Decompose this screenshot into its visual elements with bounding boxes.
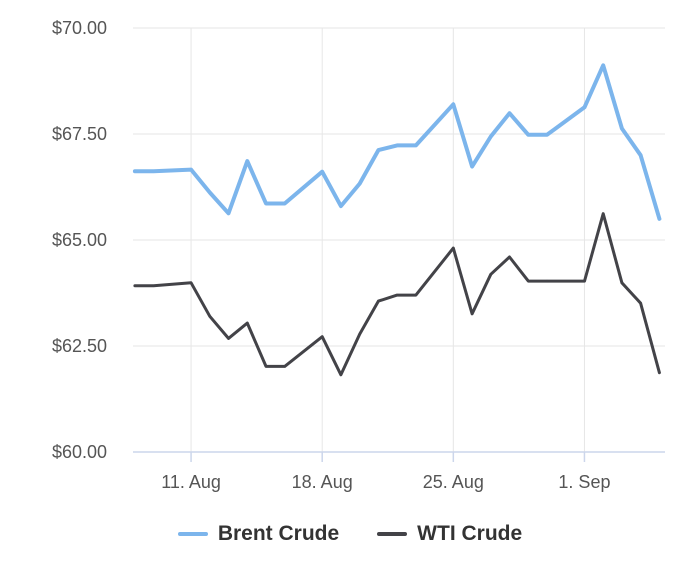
y-tick-label: $60.00 xyxy=(52,442,107,462)
line-chart: $70.00 $67.50 $65.00 $62.50 $60.00 11. Aug 18.… xyxy=(52,18,665,492)
legend-item-brent[interactable]: Brent Crude xyxy=(177,522,340,546)
legend-swatch-wti xyxy=(377,532,408,536)
legend-item-wti[interactable]: WTI Crude xyxy=(377,522,522,546)
data-point[interactable] xyxy=(527,279,530,283)
data-point[interactable] xyxy=(602,64,605,67)
data-point[interactable] xyxy=(227,212,230,215)
data-point[interactable] xyxy=(583,279,586,283)
data-point[interactable] xyxy=(508,255,511,259)
data-point[interactable] xyxy=(283,365,286,368)
data-point[interactable] xyxy=(264,202,268,205)
y-tick-label: $62.50 xyxy=(52,336,107,356)
legend-label-brent: Brent Crude xyxy=(217,522,340,545)
data-point[interactable] xyxy=(321,335,324,338)
data-point[interactable] xyxy=(152,284,155,287)
data-point[interactable] xyxy=(208,315,211,318)
data-point[interactable] xyxy=(395,293,399,297)
data-point[interactable] xyxy=(283,202,286,205)
data-point[interactable] xyxy=(133,170,137,173)
series-line-brent-crude[interactable] xyxy=(132,63,662,221)
y-tick-label: $67.50 xyxy=(52,124,107,144)
data-point[interactable] xyxy=(508,112,511,115)
x-tick-label: 18. Aug xyxy=(292,472,353,492)
data-point[interactable] xyxy=(208,191,211,194)
data-point[interactable] xyxy=(264,365,268,368)
x-tick-label: 1. Sep xyxy=(558,472,610,492)
data-point[interactable] xyxy=(527,133,530,136)
data-point[interactable] xyxy=(246,321,249,325)
series-layer xyxy=(132,63,662,377)
data-point[interactable] xyxy=(339,373,343,376)
data-point[interactable] xyxy=(227,337,230,340)
data-point[interactable] xyxy=(545,279,549,283)
data-point[interactable] xyxy=(470,312,474,315)
data-point[interactable] xyxy=(489,135,492,138)
data-point[interactable] xyxy=(452,103,455,106)
data-point[interactable] xyxy=(602,212,605,215)
data-point[interactable] xyxy=(639,154,642,157)
legend-label-wti: WTI Crude xyxy=(417,522,523,545)
data-point[interactable] xyxy=(620,281,624,284)
data-point[interactable] xyxy=(583,106,586,109)
data-point[interactable] xyxy=(358,332,361,336)
data-point[interactable] xyxy=(246,159,249,163)
data-point[interactable] xyxy=(133,284,137,287)
x-tick-label: 25. Aug xyxy=(423,472,484,492)
x-tick-label: 11. Aug xyxy=(161,472,221,492)
data-point[interactable] xyxy=(358,182,361,185)
y-tick-label: $70.00 xyxy=(52,18,107,38)
data-point[interactable] xyxy=(152,170,155,173)
data-point[interactable] xyxy=(658,217,661,220)
data-point[interactable] xyxy=(414,144,418,147)
data-point[interactable] xyxy=(395,144,399,147)
data-point[interactable] xyxy=(377,148,380,152)
data-point[interactable] xyxy=(189,281,193,284)
y-tick-label: $65.00 xyxy=(52,230,107,250)
data-point[interactable] xyxy=(339,204,343,208)
data-point[interactable] xyxy=(414,293,418,297)
data-point[interactable] xyxy=(620,127,624,130)
chart-legend: Brent Crude WTI Crude xyxy=(0,522,700,546)
data-point[interactable] xyxy=(377,299,380,303)
data-point[interactable] xyxy=(489,273,492,276)
grid-layer xyxy=(133,27,665,452)
data-point[interactable] xyxy=(470,165,474,168)
data-point[interactable] xyxy=(639,302,642,305)
data-point[interactable] xyxy=(452,246,455,250)
data-point[interactable] xyxy=(545,133,549,136)
data-point[interactable] xyxy=(658,371,661,374)
data-point[interactable] xyxy=(189,168,193,171)
legend-swatch-brent xyxy=(177,532,208,536)
data-point[interactable] xyxy=(321,170,324,173)
axis-layer: $70.00 $67.50 $65.00 $62.50 $60.00 11. Aug 18.… xyxy=(52,18,665,492)
